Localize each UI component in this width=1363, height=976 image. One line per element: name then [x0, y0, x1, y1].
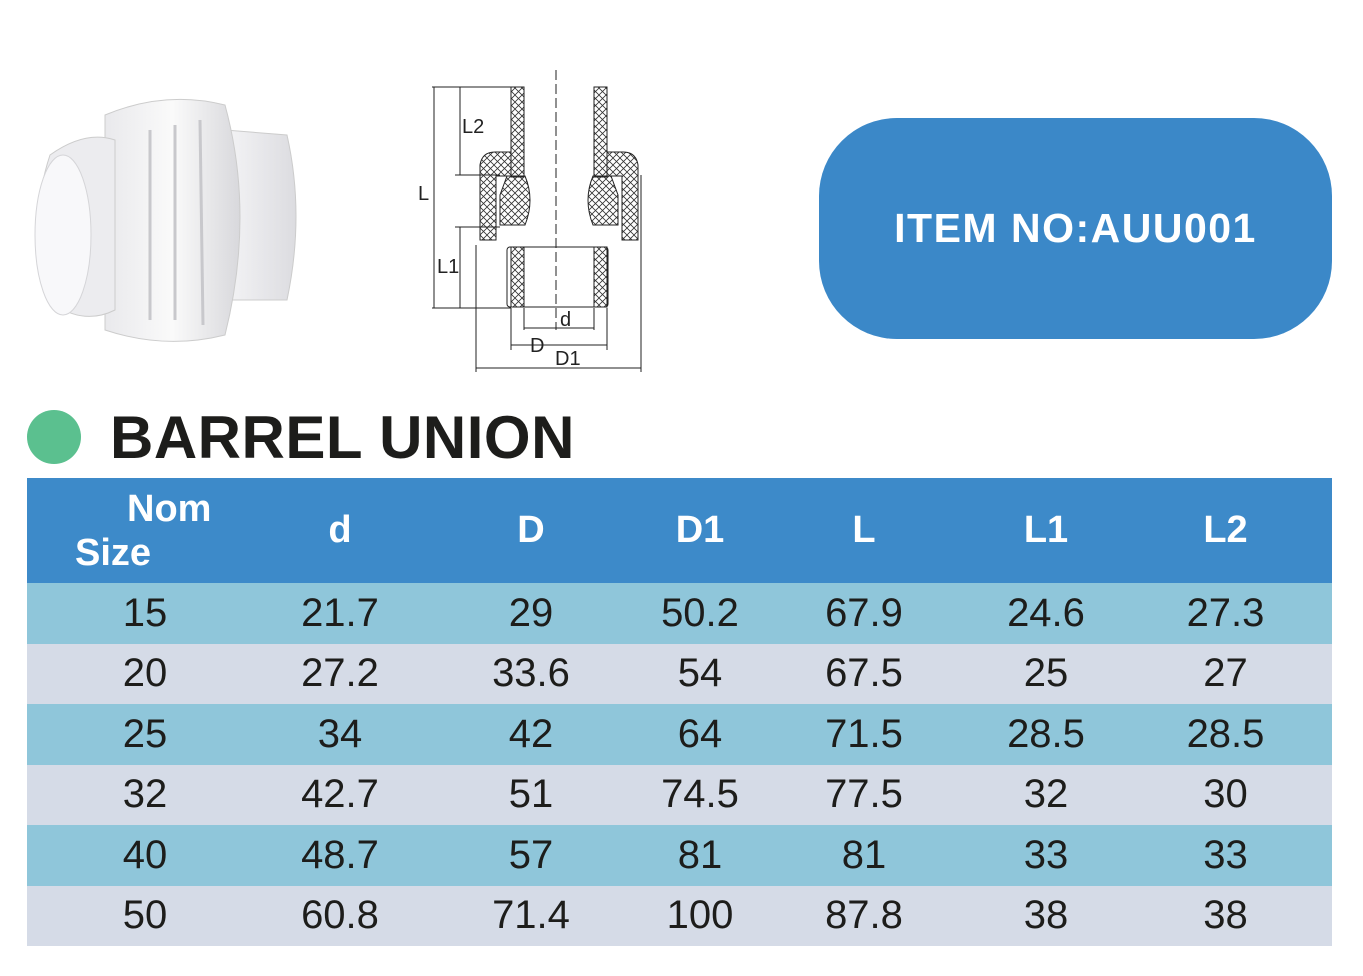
- cell-nom-size: 50: [27, 885, 263, 946]
- cell-D1: 74.5: [645, 764, 755, 825]
- cell-D: 42: [417, 704, 645, 765]
- cell-L2: 30: [1119, 764, 1332, 825]
- cell-L: 71.5: [755, 704, 973, 765]
- table-row: 32 42.7 51 74.5 77.5 32 30: [27, 764, 1332, 825]
- header-nom-size: Nom Size: [27, 478, 263, 583]
- cell-L2: 28.5: [1119, 704, 1332, 765]
- cell-L: 81: [755, 825, 973, 886]
- label-D: D: [530, 335, 544, 357]
- cell-L2: 33: [1119, 825, 1332, 886]
- dimensions-table: Nom Size d D D1 L L1 L2 15 21.7 29 50.2 67.9 2…: [27, 478, 1332, 946]
- cell-d: 27.2: [263, 643, 417, 704]
- cell-nom-size: 15: [27, 583, 263, 644]
- header-L: L: [755, 478, 973, 583]
- cell-L2: 27.3: [1119, 583, 1332, 644]
- table-row: 25 34 42 64 71.5 28.5 28.5: [27, 704, 1332, 765]
- cell-nom-size: 20: [27, 643, 263, 704]
- cell-D1: 54: [645, 643, 755, 704]
- label-d: d: [560, 309, 571, 331]
- cell-d: 21.7: [263, 583, 417, 644]
- cell-D: 29: [417, 583, 645, 644]
- cell-L2: 27: [1119, 643, 1332, 704]
- cell-d: 48.7: [263, 825, 417, 886]
- table-row: 40 48.7 57 81 81 33 33: [27, 825, 1332, 886]
- table-row: 15 21.7 29 50.2 67.9 24.6 27.3: [27, 583, 1332, 644]
- cell-D1: 81: [645, 825, 755, 886]
- cell-L1: 33: [973, 825, 1119, 886]
- cell-L: 67.5: [755, 643, 973, 704]
- cell-L: 87.8: [755, 885, 973, 946]
- cell-D1: 100: [645, 885, 755, 946]
- cell-d: 42.7: [263, 764, 417, 825]
- label-L2: L2: [462, 116, 484, 138]
- header-nom: Nom: [127, 487, 212, 530]
- table-row: 20 27.2 33.6 54 67.5 25 27: [27, 643, 1332, 704]
- header-L2: L2: [1119, 478, 1332, 583]
- header-size: Size: [75, 531, 152, 574]
- cell-D: 57: [417, 825, 645, 886]
- item-number-badge: ITEM NO:AUU001: [819, 118, 1332, 339]
- cell-d: 34: [263, 704, 417, 765]
- cell-nom-size: 40: [27, 825, 263, 886]
- cell-nom-size: 32: [27, 764, 263, 825]
- cell-L1: 28.5: [973, 704, 1119, 765]
- cell-D: 71.4: [417, 885, 645, 946]
- cell-L1: 24.6: [973, 583, 1119, 644]
- header-d: d: [263, 478, 417, 583]
- table-row: 50 60.8 71.4 100 87.8 38 38: [27, 885, 1332, 946]
- cell-L1: 25: [973, 643, 1119, 704]
- product-title: BARREL UNION: [110, 404, 575, 471]
- cell-L: 77.5: [755, 764, 973, 825]
- cell-L2: 38: [1119, 885, 1332, 946]
- label-L1: L1: [437, 256, 459, 278]
- cell-d: 60.8: [263, 885, 417, 946]
- item-number-text: ITEM NO:AUU001: [894, 205, 1257, 251]
- cell-nom-size: 25: [27, 704, 263, 765]
- green-dot-icon: [27, 410, 81, 464]
- header-D1: D1: [645, 478, 755, 583]
- product-photo: [34, 98, 297, 342]
- header-D: D: [417, 478, 645, 583]
- cell-D: 51: [417, 764, 645, 825]
- technical-drawing: L L2 L1 d D D1: [418, 70, 642, 372]
- label-D1: D1: [555, 348, 581, 370]
- cell-D1: 64: [645, 704, 755, 765]
- header-L1: L1: [973, 478, 1119, 583]
- label-L: L: [418, 183, 429, 205]
- cell-D1: 50.2: [645, 583, 755, 644]
- cell-D: 33.6: [417, 643, 645, 704]
- table-header-row: Nom Size d D D1 L L1 L2: [27, 478, 1332, 583]
- cell-L: 67.9: [755, 583, 973, 644]
- cell-L1: 32: [973, 764, 1119, 825]
- cell-L1: 38: [973, 885, 1119, 946]
